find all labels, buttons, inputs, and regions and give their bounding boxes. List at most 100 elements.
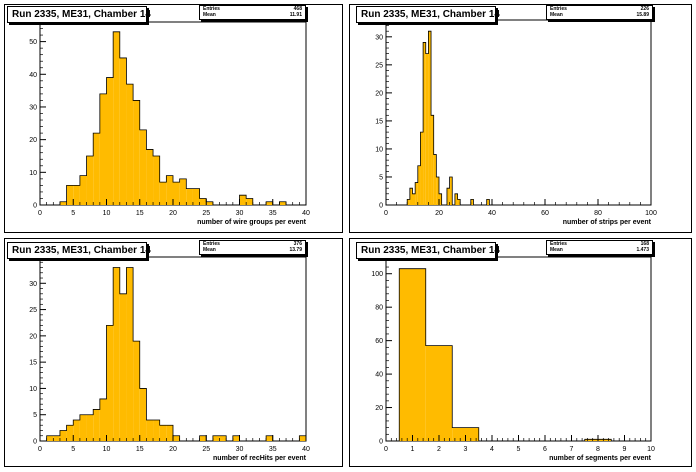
x-tick-label: 9 bbox=[623, 446, 627, 453]
x-tick-label: 15 bbox=[136, 446, 144, 453]
histogram-bar bbox=[412, 193, 416, 205]
stats-value: 376 bbox=[293, 241, 302, 247]
x-tick-label: 8 bbox=[596, 446, 600, 453]
y-tick-label: 15 bbox=[375, 118, 383, 125]
x-tick-label: 20 bbox=[169, 210, 177, 217]
y-tick-label: 80 bbox=[375, 305, 383, 312]
histogram-bar bbox=[199, 435, 207, 441]
x-tick-label: 35 bbox=[269, 210, 277, 217]
stats-value: 226 bbox=[640, 6, 649, 12]
y-tick-label: 50 bbox=[29, 39, 37, 46]
histogram-outline bbox=[386, 30, 651, 206]
histogram-bar bbox=[199, 198, 207, 205]
stats-box: Entries 168 Mean 1.473 bbox=[546, 240, 653, 255]
panel-frame bbox=[349, 4, 692, 233]
y-tick-label: 20 bbox=[29, 137, 37, 144]
histogram-bar bbox=[299, 435, 306, 441]
y-tick-label: 5 bbox=[33, 412, 37, 419]
histogram-bar bbox=[119, 293, 127, 441]
y-tick-label: 30 bbox=[29, 281, 37, 288]
y-tick-label: 0 bbox=[379, 439, 383, 446]
x-tick-label: 60 bbox=[541, 210, 549, 217]
y-tick-label: 100 bbox=[371, 271, 383, 278]
x-tick-label: 10 bbox=[103, 210, 111, 217]
histogram-bar bbox=[449, 176, 453, 205]
histogram-bar bbox=[417, 165, 421, 205]
histogram-bar bbox=[99, 93, 107, 205]
x-axis-label: number of recHits per event bbox=[213, 455, 307, 462]
histogram-bar bbox=[73, 419, 80, 441]
histogram-bar bbox=[425, 53, 429, 205]
x-tick-label: 80 bbox=[594, 210, 602, 217]
stats-label: Mean bbox=[203, 247, 216, 253]
histogram-bar bbox=[399, 268, 426, 441]
histogram-bar bbox=[166, 175, 173, 205]
y-tick-label: 25 bbox=[375, 62, 383, 69]
y-tick-label: 60 bbox=[375, 338, 383, 345]
x-tick-label: 5 bbox=[71, 446, 75, 453]
x-tick-label: 20 bbox=[169, 446, 177, 453]
x-tick-label: 40 bbox=[488, 210, 496, 217]
histogram-bar bbox=[246, 198, 253, 205]
histogram-bar bbox=[219, 435, 227, 441]
histogram-bar bbox=[106, 325, 114, 441]
histogram-bar bbox=[59, 430, 67, 441]
x-tick-label: 15 bbox=[136, 210, 144, 217]
histogram-outline bbox=[40, 267, 307, 442]
histogram-bar bbox=[93, 133, 100, 205]
y-tick-label: 20 bbox=[29, 333, 37, 340]
histogram-bar bbox=[423, 42, 426, 206]
stats-label: Entries bbox=[550, 241, 567, 247]
stats-value: 1.473 bbox=[636, 247, 649, 253]
stats-label: Mean bbox=[550, 12, 563, 18]
histogram-bar bbox=[53, 435, 60, 441]
histogram-bar bbox=[439, 193, 442, 205]
histogram-bar bbox=[106, 77, 114, 205]
histogram-bar bbox=[139, 388, 147, 441]
histogram-bar bbox=[446, 188, 450, 205]
stats-value: 15.89 bbox=[636, 12, 649, 18]
x-tick-label: 0 bbox=[384, 210, 388, 217]
x-tick-label: 20 bbox=[435, 210, 443, 217]
histogram-bar bbox=[232, 435, 240, 441]
y-tick-label: 5 bbox=[379, 174, 383, 181]
x-axis-label: number of segments per event bbox=[549, 455, 652, 462]
histogram-bar bbox=[133, 100, 140, 205]
stats-row: Entries 468 bbox=[200, 6, 305, 12]
histogram-bar bbox=[454, 193, 458, 205]
x-tick-label: 0 bbox=[38, 210, 42, 217]
histogram-bar bbox=[470, 199, 474, 205]
histogram-bar bbox=[415, 182, 418, 205]
stats-label: Entries bbox=[203, 6, 220, 12]
x-tick-label: 35 bbox=[269, 446, 277, 453]
stats-value: 13.79 bbox=[289, 247, 302, 253]
stats-row: Entries 376 bbox=[200, 241, 305, 247]
stats-value: 11.91 bbox=[289, 12, 302, 18]
y-tick-label: 25 bbox=[29, 307, 37, 314]
histogram-bar bbox=[212, 435, 220, 441]
histogram-bar bbox=[486, 199, 490, 205]
histogram-bar bbox=[153, 419, 160, 441]
stats-row: Mean 1.473 bbox=[547, 247, 652, 253]
histogram-bar bbox=[420, 132, 424, 205]
histogram-bar bbox=[428, 31, 432, 205]
x-tick-label: 0 bbox=[38, 446, 42, 453]
histogram-outline bbox=[40, 31, 306, 206]
stats-value: 168 bbox=[640, 241, 649, 247]
histogram-bar bbox=[79, 175, 87, 205]
histogram-bar bbox=[179, 178, 187, 205]
histogram-bar bbox=[192, 188, 200, 205]
x-tick-label: 25 bbox=[202, 210, 210, 217]
y-tick-label: 30 bbox=[29, 104, 37, 111]
y-tick-label: 30 bbox=[375, 34, 383, 41]
stats-row: Entries 226 bbox=[547, 6, 652, 12]
histogram-bar bbox=[126, 267, 134, 441]
histogram-bar bbox=[457, 199, 461, 205]
stats-value: 468 bbox=[293, 6, 302, 12]
x-tick-label: 6 bbox=[543, 446, 547, 453]
stats-box: Entries 376 Mean 13.79 bbox=[199, 240, 306, 255]
histogram-bar bbox=[153, 155, 160, 205]
y-tick-label: 0 bbox=[33, 439, 37, 446]
histogram-bar bbox=[452, 427, 479, 441]
